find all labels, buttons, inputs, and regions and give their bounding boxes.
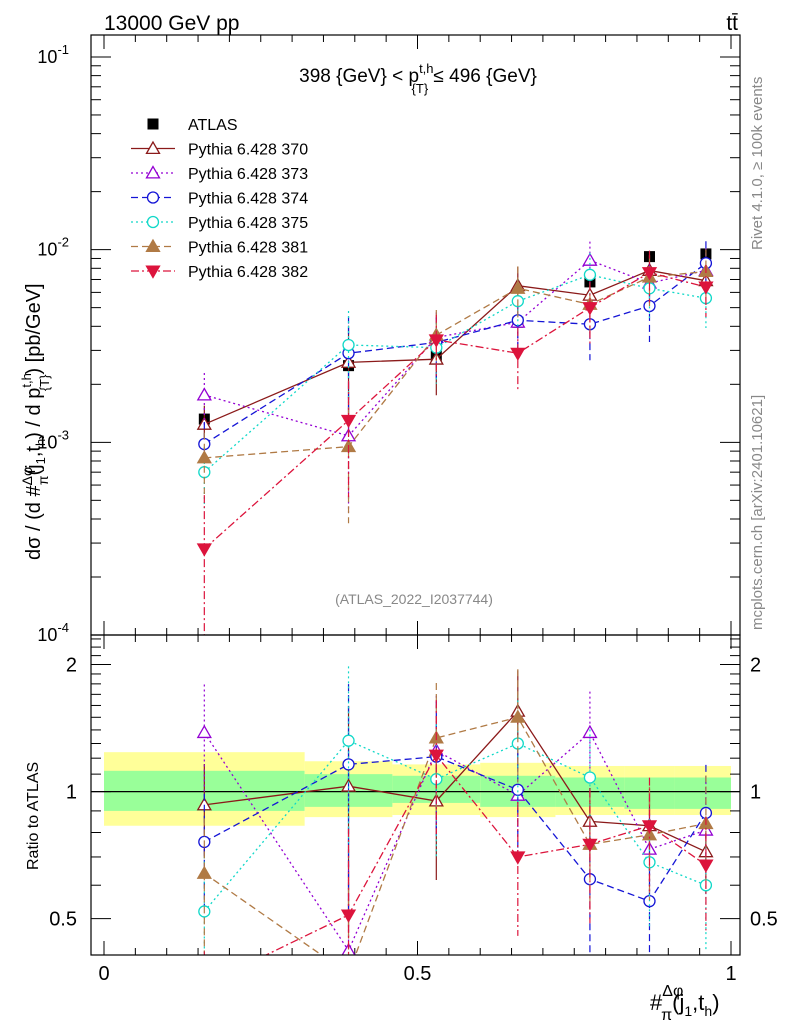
legend-label: Pythia 6.428 370 <box>188 142 308 159</box>
y-axis-title-main: dσ / (d #Δφπ(j1,th) / d pt,h {T}) [pb/GeV… <box>19 283 52 560</box>
legend-marker <box>147 118 159 130</box>
x-tick-label: 1 <box>725 963 736 985</box>
ratio-point <box>428 749 444 763</box>
legend-label: Pythia 6.428 373 <box>188 166 308 183</box>
side-label-rivet: Rivet 4.1.0, ≥ 100k events <box>749 77 766 250</box>
data-point <box>510 280 526 294</box>
ratio-tick-label-left: 0.5 <box>49 909 77 931</box>
header-right: tt̄ <box>726 12 738 35</box>
main-data <box>196 241 714 635</box>
data-point <box>698 281 714 295</box>
legend-marker <box>145 238 161 253</box>
legend-marker <box>145 165 161 179</box>
ratio-tick-label-right: 1 <box>750 782 761 804</box>
data-point <box>583 268 597 281</box>
legend-marker <box>145 265 161 279</box>
main-panel: 10-410-310-210-1 398 {GeV} < pt,h {T} ≤ 4… <box>37 34 741 645</box>
ratio-panel: 0.5 0.5 1 1 2 2 0 0.5 1 <box>49 634 778 985</box>
data-point <box>196 450 212 464</box>
legend-label: Pythia 6.428 374 <box>188 191 308 208</box>
legend-label: ATLAS <box>188 117 238 134</box>
series-line-4 <box>203 274 707 473</box>
ratio-point <box>698 859 714 873</box>
series-line-5 <box>204 270 706 459</box>
header-left: 13000 GeV pp <box>104 12 239 35</box>
data-point <box>342 338 355 352</box>
ratio-point <box>196 724 212 739</box>
legend: ATLAS Pythia 6.428 370 Pythia 6.428 373 Pyt… <box>131 117 308 281</box>
ratio-tick-label-left: 1 <box>66 782 77 804</box>
ratio-tick-label-right: 0.5 <box>750 909 778 931</box>
data-point <box>340 414 357 429</box>
ratio-point <box>582 724 598 739</box>
ratio-point <box>342 758 355 771</box>
legend-marker <box>146 191 160 204</box>
ratio-frame <box>90 634 741 956</box>
legend-marker <box>146 215 160 229</box>
ratio-axis-ticks: 0.5 0.5 1 1 2 2 0 0.5 1 <box>49 635 778 985</box>
ratio-tick-label-right: 2 <box>750 655 761 677</box>
data-point <box>196 387 212 401</box>
y-tick-label: 10-4 <box>37 620 69 645</box>
band-inner <box>674 777 731 809</box>
x-axis-title: #Δφ π(j1,th) <box>650 983 720 1024</box>
series-line-2 <box>204 259 707 437</box>
ratio-point <box>511 783 524 796</box>
y-axis-title-ratio: Ratio to ATLAS <box>25 762 42 870</box>
range-title: 398 {GeV} < pt,h {T} ≤ 496 {GeV} <box>299 61 537 96</box>
ratio-point <box>340 909 357 923</box>
watermark: (ATLAS_2022_I2037744) <box>335 591 493 607</box>
x-tick-label: 0.5 <box>404 963 432 985</box>
ratio-point <box>510 851 526 865</box>
series-line-1 <box>204 269 707 425</box>
ratio-point <box>342 734 355 747</box>
data-point <box>582 302 598 316</box>
ratio-point <box>196 865 212 879</box>
legend-label: Pythia 6.428 375 <box>188 215 308 232</box>
legend-label: Pythia 6.428 381 <box>188 240 308 257</box>
side-label-mcplots: mcplots.cern.ch [arXiv:2401.10621] <box>749 395 766 630</box>
series-line-6 <box>203 271 707 550</box>
ratio-point <box>510 709 526 723</box>
legend-marker <box>145 140 161 155</box>
data-point <box>510 347 526 362</box>
x-tick-label: 0 <box>98 963 109 985</box>
ratio-point <box>641 826 658 841</box>
ratio-point <box>583 771 597 784</box>
y-tick-label: 10-2 <box>37 235 69 260</box>
ratio-tick-label-left: 2 <box>66 655 77 677</box>
data-point <box>641 267 658 281</box>
main-axis-ticks: 10-410-310-210-1 <box>37 35 740 645</box>
legend-label: Pythia 6.428 382 <box>188 264 308 281</box>
y-tick-label: 10-1 <box>37 42 69 67</box>
ratio-point <box>582 838 598 853</box>
data-point <box>196 543 212 557</box>
ratio-point <box>641 820 658 834</box>
ratio-data <box>196 666 714 955</box>
data-point <box>428 334 444 348</box>
series-line-3 <box>203 262 707 445</box>
ratio-uncertainty-bands <box>91 752 740 826</box>
